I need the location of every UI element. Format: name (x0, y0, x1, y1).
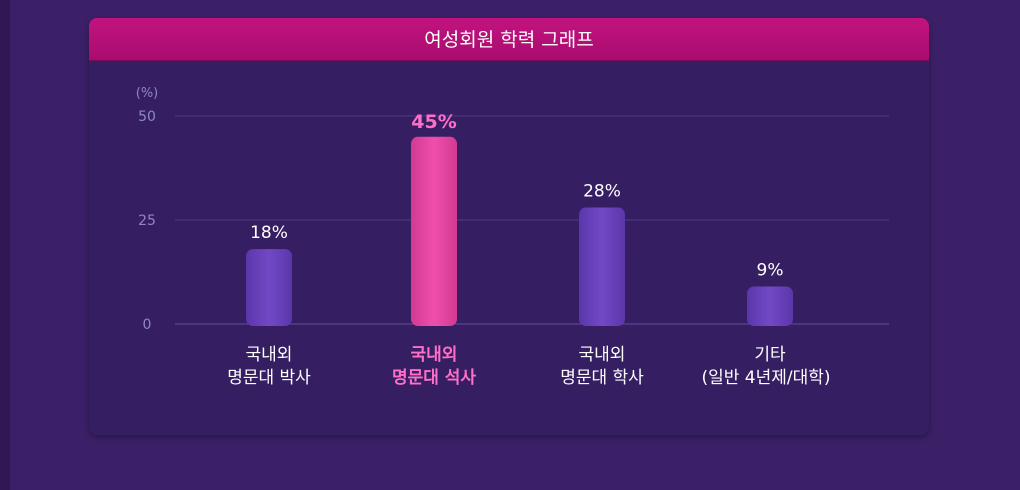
chart-title: 여성회원 학력 그래프 (89, 18, 929, 61)
bar-highlight (411, 136, 457, 326)
category-label: 명문대 학사 (560, 368, 644, 388)
y-tick-label: 50 (138, 109, 156, 125)
bar (579, 207, 625, 326)
bar-value-label: 9% (757, 261, 784, 281)
bar-value-label: 28% (583, 182, 621, 202)
category-label: 국내외 (246, 345, 293, 365)
bar-value-label: 45% (411, 111, 456, 133)
category-label: 명문대 석사 (392, 368, 476, 388)
bar (246, 249, 292, 326)
left-stripe (0, 0, 10, 490)
category-label: 기타 (754, 345, 786, 365)
category-label: 명문대 박사 (227, 368, 311, 388)
bar-value-label: 18% (250, 223, 288, 243)
category-label: (일반 4년제/대학) (701, 368, 830, 388)
category-label: 국내외 (411, 345, 458, 365)
y-tick-label: 25 (138, 213, 156, 229)
y-axis-unit: (%) (136, 86, 159, 101)
y-tick-label: 0 (143, 317, 152, 333)
category-label: 국내외 (579, 345, 626, 365)
bar (747, 286, 793, 326)
